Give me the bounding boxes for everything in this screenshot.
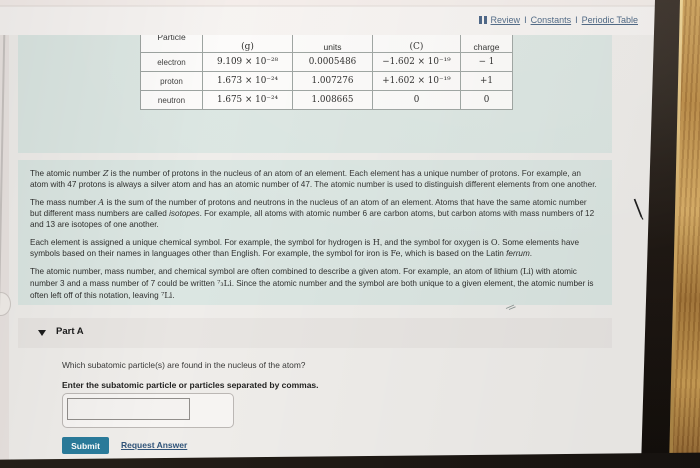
cell-charge-c: +1.602 × 10⁻¹⁹ <box>372 71 461 91</box>
part-a-title: Part A <box>56 326 84 337</box>
intro-paragraph: Each element is assigned a unique chemic… <box>30 236 580 259</box>
cell-charge: +1 <box>460 71 513 91</box>
review-panels-icon <box>479 16 487 24</box>
feedback-tab-circle <box>0 292 11 316</box>
item-resource-links: Review I Constants I Periodic Table <box>479 15 638 25</box>
mouse-cursor-icon <box>633 198 644 220</box>
link-separator: I <box>524 15 527 25</box>
monitor-bezel-right <box>630 0 700 468</box>
submit-button[interactable]: Submit <box>62 437 109 454</box>
collapse-triangle-icon[interactable] <box>38 330 46 336</box>
constants-link[interactable]: Constants <box>530 15 572 25</box>
request-answer-link[interactable]: Request Answer <box>121 440 188 450</box>
cell-charge-c: 0 <box>372 90 461 110</box>
resize-handle-icon[interactable] <box>505 303 517 311</box>
table-row: neutron 1.675 × 10⁻²⁴ 1.008665 0 0 <box>140 90 513 110</box>
review-link[interactable]: Review <box>490 15 521 25</box>
cell-mass-units: 1.008665 <box>292 90 373 110</box>
answer-input[interactable] <box>67 398 190 420</box>
answer-instruction: Enter the subatomic particle or particle… <box>62 380 319 390</box>
table-row: electron 9.109 × 10⁻²⁸ 0.0005486 −1.602 … <box>140 52 513 72</box>
cell-mass-units: 1.007276 <box>292 71 373 91</box>
intro-paragraph: The mass number A is the sum of the numb… <box>30 196 595 229</box>
cell-particle: electron <box>140 52 203 72</box>
cell-charge: 0 <box>460 90 513 110</box>
intro-text-panel: The atomic number Z is the number of pro… <box>18 160 612 305</box>
sticky-top-strip <box>0 0 662 35</box>
cell-particle: neutron <box>140 90 203 110</box>
cell-particle: proton <box>140 71 203 91</box>
cell-mass-g: 9.109 × 10⁻²⁸ <box>202 52 293 72</box>
question-text: Which subatomic particle(s) are found in… <box>62 360 306 370</box>
intro-paragraph: The atomic number, mass number, and chem… <box>30 266 594 301</box>
link-separator: I <box>575 15 578 25</box>
table-row: proton 1.673 × 10⁻²⁴ 1.007276 +1.602 × 1… <box>140 71 513 91</box>
cell-mass-units: 0.0005486 <box>292 52 373 72</box>
part-a-header-bar: Part A <box>18 318 612 348</box>
intro-paragraph: The atomic number Z is the number of pro… <box>30 168 597 189</box>
cell-mass-g: 1.675 × 10⁻²⁴ <box>202 90 293 110</box>
monitor-bezel-bottom <box>0 452 700 468</box>
table-header-row: Particle (g) units (C) charge <box>140 21 513 53</box>
cell-charge-c: −1.602 × 10⁻¹⁹ <box>372 52 461 72</box>
cell-mass-g: 1.673 × 10⁻²⁴ <box>202 71 293 91</box>
page-left-margin <box>0 0 9 468</box>
periodic-table-link[interactable]: Periodic Table <box>581 15 638 25</box>
particle-table: Particle (g) units (C) charge electron 9… <box>140 21 513 110</box>
cell-charge: − 1 <box>460 52 513 72</box>
